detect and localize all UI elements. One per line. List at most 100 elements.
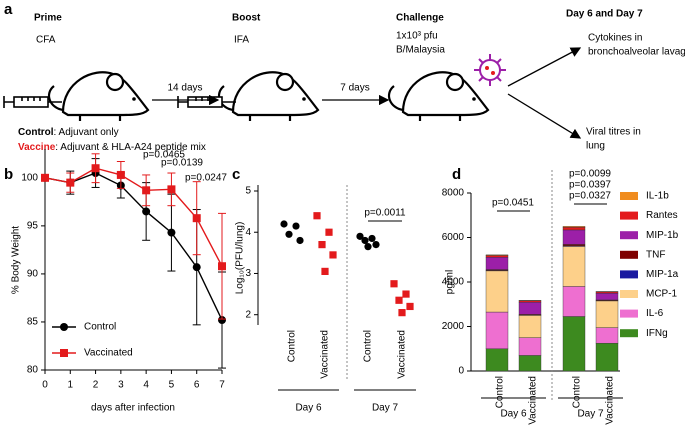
x-axis-label: days after infection bbox=[91, 403, 175, 414]
panel-label: c bbox=[232, 166, 240, 183]
point bbox=[142, 186, 151, 195]
y-axis-label: % Body Weight bbox=[11, 226, 22, 294]
x-tick-label: 4 bbox=[143, 380, 149, 391]
arrow bbox=[507, 47, 582, 87]
legend-label: MIP-1b bbox=[646, 230, 679, 241]
protocol-diagram: a Prime CFA Boost IFA Challenge 1x10³ pf… bbox=[3, 1, 685, 153]
bar-segment bbox=[485, 254, 509, 256]
p-value: p=0.0011 bbox=[364, 208, 406, 219]
point bbox=[318, 241, 326, 249]
y-tick-label: 2 bbox=[245, 309, 251, 320]
category-label: Vaccinated bbox=[528, 376, 539, 425]
p-value: p=0.0327 bbox=[569, 191, 611, 202]
group-label: Day 6 bbox=[500, 409, 527, 420]
bar-segment bbox=[562, 286, 586, 317]
point bbox=[321, 267, 329, 275]
legend-swatch bbox=[620, 211, 638, 220]
group-name: Control bbox=[18, 127, 54, 138]
bar-segment bbox=[485, 311, 509, 349]
interval: 7 days bbox=[340, 83, 369, 94]
mouse-icon bbox=[217, 71, 320, 123]
point bbox=[167, 228, 176, 237]
legend-swatch bbox=[620, 329, 638, 338]
point bbox=[395, 296, 403, 304]
point bbox=[142, 207, 151, 216]
arrow bbox=[507, 93, 582, 139]
p-value: p=0.0465 bbox=[143, 150, 185, 161]
bar-segment bbox=[518, 301, 542, 315]
panel-label: d bbox=[452, 166, 461, 183]
y-tick-label: 85 bbox=[27, 317, 39, 328]
legend-swatch bbox=[620, 270, 638, 279]
bar-segment bbox=[595, 293, 619, 301]
point bbox=[406, 302, 414, 311]
point bbox=[218, 316, 226, 325]
bar-segment bbox=[518, 337, 542, 356]
legend-marker bbox=[60, 323, 68, 331]
point bbox=[41, 173, 49, 182]
bar-segment bbox=[562, 246, 586, 287]
point bbox=[285, 230, 293, 238]
panel-label: a bbox=[4, 1, 13, 18]
x-tick-label: 5 bbox=[169, 380, 175, 391]
step-detail: 1x10³ pfu bbox=[396, 31, 438, 42]
group-note: Vaccine: Adjuvant & HLA-A24 peptide mix bbox=[18, 142, 206, 153]
y-tick-label: 95 bbox=[27, 221, 39, 232]
outcome: bronchoalveolar lavage bbox=[588, 47, 685, 58]
point bbox=[313, 212, 321, 220]
y-tick-label: 5 bbox=[245, 186, 251, 197]
x-tick-label: 1 bbox=[68, 380, 74, 391]
bar-segment bbox=[518, 315, 542, 338]
point bbox=[296, 236, 304, 245]
bar-segment bbox=[595, 300, 619, 328]
x-tick-label: 2 bbox=[93, 380, 99, 391]
bar-segment bbox=[562, 229, 586, 245]
outcome: Cytokines in bbox=[588, 33, 642, 44]
point bbox=[361, 236, 369, 245]
bar-segment bbox=[485, 270, 509, 313]
p-value: p=0.0397 bbox=[569, 180, 611, 191]
group-note: Control: Adjuvant only bbox=[18, 127, 119, 138]
group-label: Day 7 bbox=[577, 409, 604, 420]
point bbox=[116, 170, 125, 179]
point bbox=[66, 178, 75, 187]
mouse-icon bbox=[47, 71, 150, 123]
y-tick-label: 4000 bbox=[442, 277, 465, 288]
legend-swatch bbox=[620, 231, 638, 240]
point bbox=[325, 228, 333, 236]
point bbox=[192, 263, 201, 272]
bar-segment bbox=[562, 227, 586, 231]
x-tick-label: 6 bbox=[194, 380, 200, 391]
legend-label: Control bbox=[84, 322, 116, 333]
category-label: Control bbox=[287, 330, 298, 362]
point bbox=[402, 290, 410, 298]
point bbox=[192, 214, 201, 223]
y-axis-label: pg/ml bbox=[445, 270, 456, 294]
legend-label: Vaccinated bbox=[84, 348, 133, 359]
category-label: Vaccinated bbox=[605, 376, 616, 425]
syringe-icon bbox=[177, 95, 237, 109]
group-label: Day 7 bbox=[372, 403, 399, 414]
y-tick-label: 2000 bbox=[442, 321, 465, 332]
y-tick-label: 4 bbox=[245, 227, 251, 238]
legend-swatch bbox=[620, 290, 638, 298]
point bbox=[292, 222, 300, 230]
y-tick-label: 80 bbox=[27, 365, 39, 376]
legend-label: IL-1b bbox=[646, 191, 669, 202]
step-title: Prime bbox=[34, 13, 62, 24]
series-line bbox=[44, 172, 223, 321]
legend-label: TNF bbox=[646, 249, 665, 260]
step-title: Boost bbox=[232, 13, 261, 24]
x-tick-label: 3 bbox=[118, 380, 124, 391]
x-tick-label: 7 bbox=[219, 380, 225, 391]
legend-label: MCP-1 bbox=[646, 289, 678, 300]
legend-marker bbox=[60, 349, 68, 357]
step-title: Challenge bbox=[396, 13, 444, 24]
bar-segment bbox=[562, 316, 586, 372]
y-tick-label: 8000 bbox=[442, 188, 465, 199]
category-label: Vaccinated bbox=[320, 330, 331, 379]
legend-label: IFNg bbox=[646, 328, 668, 339]
legend-swatch bbox=[620, 309, 638, 318]
interval: 14 days bbox=[167, 83, 202, 94]
point bbox=[364, 243, 372, 251]
